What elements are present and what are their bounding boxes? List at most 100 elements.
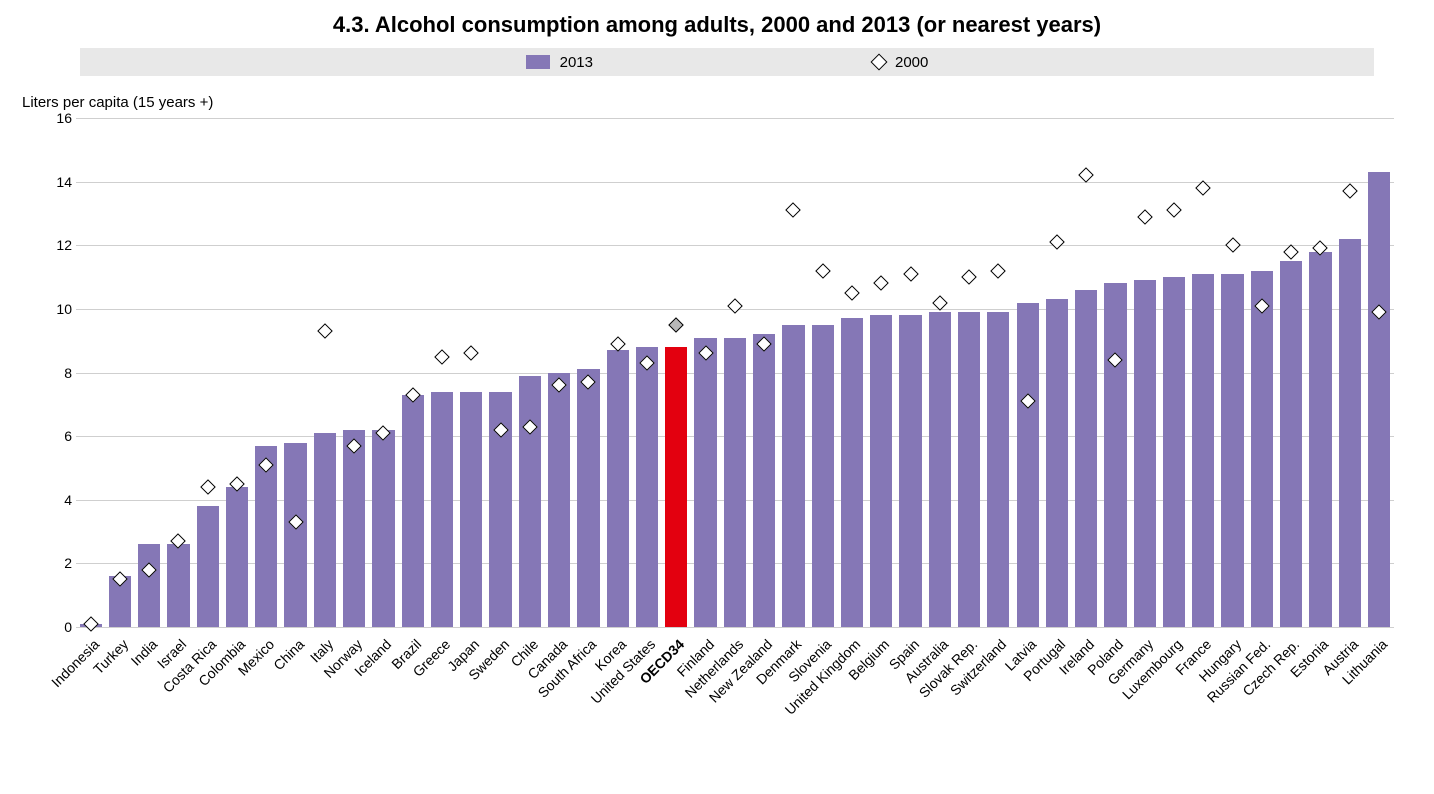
y-tick-label: 6 <box>48 428 72 444</box>
bar-slot <box>281 118 310 627</box>
xlabel-slot: China <box>281 632 310 782</box>
bar <box>167 544 189 627</box>
bar <box>694 338 716 627</box>
bar-slot <box>105 118 134 627</box>
marker-diamond <box>961 269 977 285</box>
bar <box>314 433 336 627</box>
bar-slot <box>574 118 603 627</box>
bar-slot <box>427 118 456 627</box>
bar <box>548 373 570 628</box>
bar-slot <box>954 118 983 627</box>
bar-slot <box>222 118 251 627</box>
marker-diamond <box>873 276 889 292</box>
marker-diamond <box>1342 183 1358 199</box>
bar-slot <box>1335 118 1364 627</box>
marker-diamond <box>200 479 216 495</box>
marker-diamond <box>932 295 948 311</box>
bar <box>372 430 394 627</box>
legend-swatch-diamond <box>871 54 888 71</box>
bar-slot <box>369 118 398 627</box>
marker-diamond <box>1049 234 1065 250</box>
y-tick-label: 0 <box>48 619 72 635</box>
marker-diamond <box>727 298 743 314</box>
chart-title: 4.3. Alcohol consumption among adults, 2… <box>0 0 1434 48</box>
bar-slot <box>925 118 954 627</box>
bar-slot <box>486 118 515 627</box>
marker-diamond <box>1137 209 1153 225</box>
bar-slot <box>632 118 661 627</box>
bar-slot <box>1042 118 1071 627</box>
bar <box>460 392 482 627</box>
bars-container <box>76 118 1394 627</box>
bar-slot <box>1247 118 1276 627</box>
marker-diamond <box>991 263 1007 279</box>
bar-slot <box>1189 118 1218 627</box>
bar-slot <box>1306 118 1335 627</box>
bar <box>1221 274 1243 627</box>
marker-diamond <box>1225 237 1241 253</box>
bar-slot <box>867 118 896 627</box>
bar-slot <box>837 118 866 627</box>
bar <box>841 318 863 627</box>
bar <box>812 325 834 627</box>
bar-slot <box>779 118 808 627</box>
bar-slot <box>1101 118 1130 627</box>
marker-diamond <box>786 202 802 218</box>
plot-area: 0246810121416 <box>76 118 1394 628</box>
marker-diamond <box>1196 180 1212 196</box>
bar-slot <box>984 118 1013 627</box>
bar-slot <box>1159 118 1188 627</box>
bar <box>870 315 892 627</box>
y-axis-title: Liters per capita (15 years +) <box>22 94 213 111</box>
bar <box>636 347 658 627</box>
y-tick-label: 4 <box>48 492 72 508</box>
bar-slot <box>193 118 222 627</box>
bar-slot <box>808 118 837 627</box>
bar-slot <box>1072 118 1101 627</box>
bar-slot <box>720 118 749 627</box>
bar <box>958 312 980 627</box>
bar-slot <box>76 118 105 627</box>
bar-slot <box>1130 118 1159 627</box>
bar <box>402 395 424 627</box>
bar <box>724 338 746 627</box>
marker-diamond <box>83 616 99 632</box>
marker-diamond <box>1166 202 1182 218</box>
bar-slot <box>1277 118 1306 627</box>
bar <box>1339 239 1361 627</box>
y-tick-label: 10 <box>48 301 72 317</box>
bar <box>431 392 453 627</box>
marker-diamond <box>317 323 333 339</box>
bar <box>1104 283 1126 627</box>
bar-slot <box>398 118 427 627</box>
legend-item-2013: 2013 <box>526 54 593 71</box>
bar-slot <box>1364 118 1393 627</box>
marker-diamond <box>668 317 684 333</box>
bar <box>226 487 248 627</box>
legend-item-2000: 2000 <box>873 54 928 71</box>
bar <box>1017 303 1039 627</box>
bar-slot <box>135 118 164 627</box>
plot-wrap: 0246810121416 <box>48 118 1394 628</box>
bar-slot <box>691 118 720 627</box>
x-axis-labels: IndonesiaTurkeyIndiaIsraelCosta RicaColo… <box>76 632 1394 782</box>
marker-diamond <box>1078 167 1094 183</box>
bar-slot <box>1218 118 1247 627</box>
y-tick-label: 14 <box>48 174 72 190</box>
bar <box>1075 290 1097 627</box>
bar-slot <box>896 118 925 627</box>
bar <box>665 347 687 627</box>
bar <box>284 443 306 628</box>
y-tick-label: 2 <box>48 555 72 571</box>
xlabel-slot: Lithuania <box>1364 632 1393 782</box>
bar <box>929 312 951 627</box>
bar <box>1163 277 1185 627</box>
bar <box>753 334 775 627</box>
bar <box>782 325 804 627</box>
marker-diamond <box>815 263 831 279</box>
marker-diamond <box>903 266 919 282</box>
bar-slot <box>457 118 486 627</box>
bar-slot <box>252 118 281 627</box>
bar <box>1046 299 1068 627</box>
gridline <box>76 627 1394 628</box>
